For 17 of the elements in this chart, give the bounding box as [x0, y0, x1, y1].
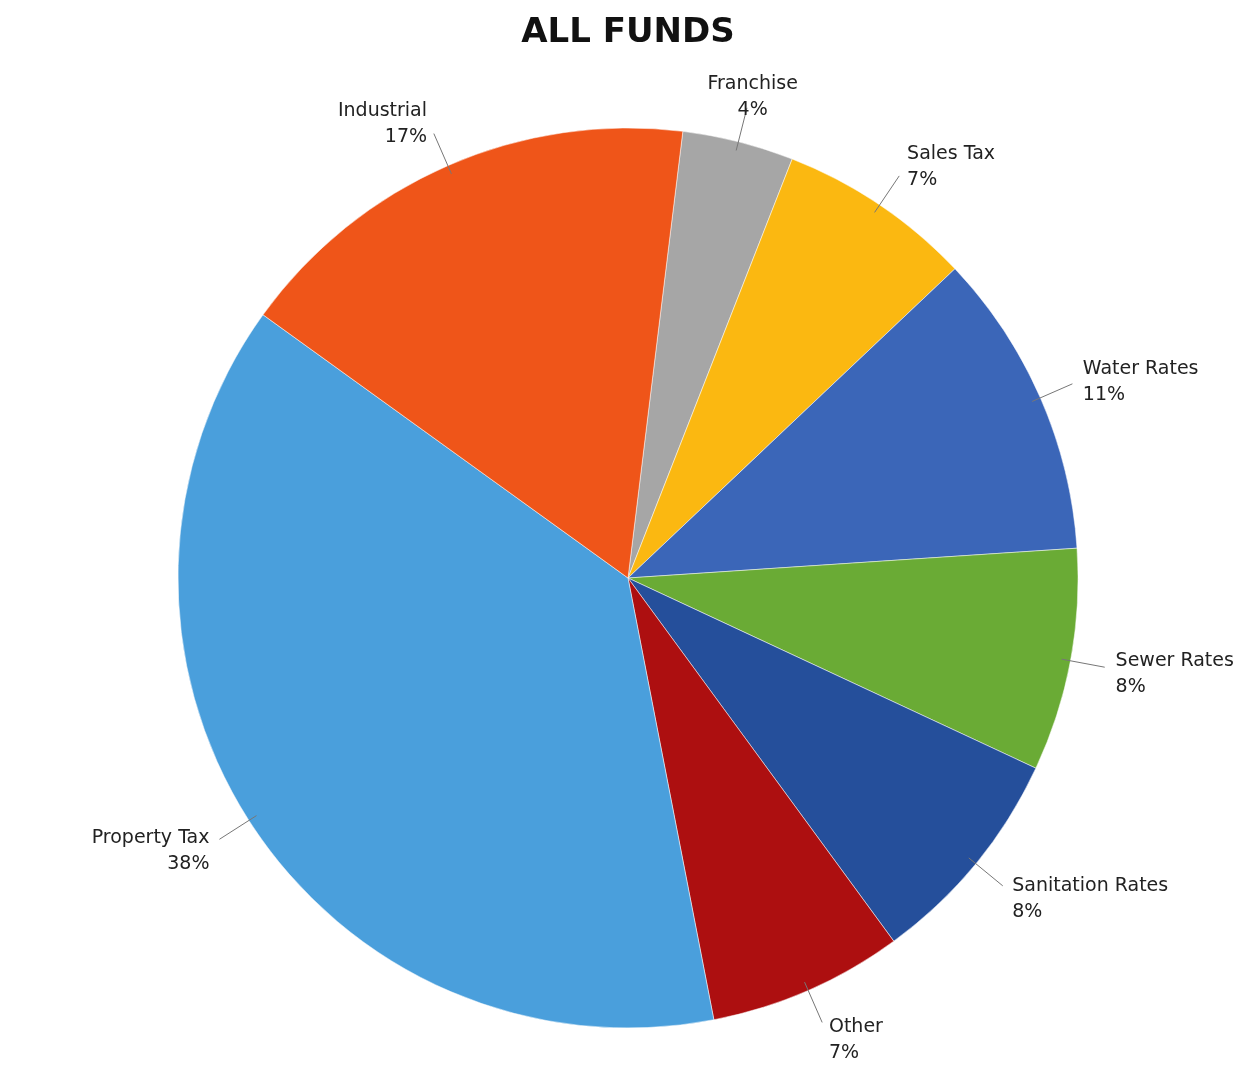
- slice-label: Water Rates: [1082, 355, 1199, 378]
- data-label: 7%: [828, 1040, 860, 1063]
- slice-label: Property Tax: [91, 825, 210, 848]
- slice-label: Sanitation Rates: [1012, 873, 1169, 896]
- data-label: 8%: [1012, 899, 1043, 922]
- chart-title: ALL FUNDS: [521, 10, 735, 50]
- data-label: 8%: [1115, 673, 1146, 696]
- data-label: 11%: [1082, 381, 1126, 404]
- data-label: 7%: [907, 167, 938, 190]
- data-label: 17%: [384, 123, 428, 146]
- data-label: 38%: [167, 851, 210, 874]
- slice-label: Sales Tax: [907, 141, 996, 164]
- slice-label: Franchise: [707, 71, 798, 94]
- slice-label: Sewer Rates: [1115, 647, 1234, 670]
- slice-label: Industrial: [337, 97, 428, 120]
- data-label: 4%: [737, 97, 768, 120]
- slice-label: Other: [828, 1014, 884, 1037]
